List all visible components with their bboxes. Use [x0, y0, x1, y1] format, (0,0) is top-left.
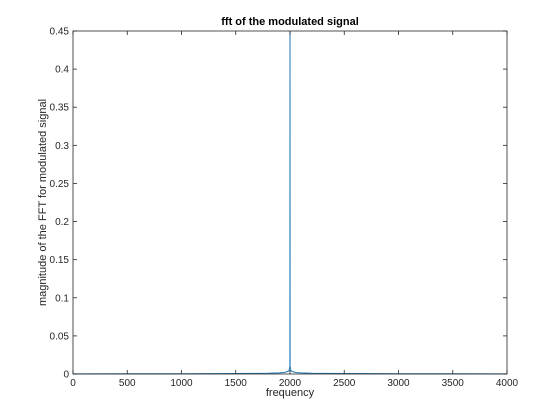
y-tick-label: 0.3 — [55, 141, 69, 152]
chart-title: fft of the modulated signal — [221, 16, 359, 28]
y-tick-label: 0.15 — [50, 255, 70, 266]
x-tick-label: 3500 — [442, 378, 465, 389]
y-tick-label: 0.1 — [55, 293, 69, 304]
x-axis-label: frequency — [266, 387, 315, 399]
x-tick-label: 1500 — [225, 378, 248, 389]
y-tick-label: 0.35 — [50, 103, 70, 114]
y-tick-label: 0.45 — [50, 27, 70, 38]
series-line — [72, 30, 508, 375]
x-tick-label: 1000 — [170, 378, 193, 389]
y-tick-label: 0 — [63, 370, 69, 381]
x-tick-label: 4000 — [496, 378, 519, 389]
x-tick-label: 2500 — [333, 378, 356, 389]
y-tick-label: 0.05 — [50, 331, 70, 342]
plot-marks — [72, 30, 508, 375]
x-axis: 0 500 1000 1500 2000 2500 3000 3500 4000 — [70, 31, 519, 389]
x-tick-label: 3000 — [387, 378, 410, 389]
x-tick-label: 2000 — [279, 378, 302, 389]
y-axis: 0 0.05 0.1 0.15 0.2 0.25 0.3 0.35 0.4 0.45 — [50, 27, 507, 381]
y-tick-label: 0.4 — [55, 65, 69, 76]
y-axis-label: magnitude of the FFT for modulated signa… — [37, 99, 49, 306]
x-tick-label: 500 — [119, 378, 136, 389]
x-tick-label: 0 — [70, 378, 76, 389]
y-tick-label: 0.25 — [50, 179, 70, 190]
y-tick-label: 0.2 — [55, 217, 69, 228]
